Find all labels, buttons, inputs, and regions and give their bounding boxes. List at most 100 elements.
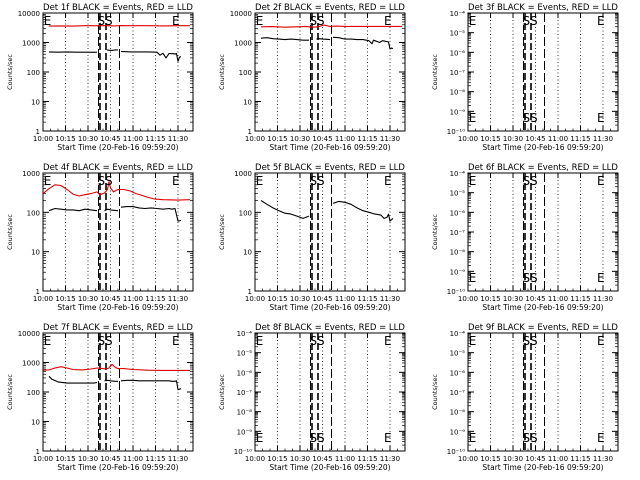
y-axis-label: Counts/sec xyxy=(431,54,439,90)
y-tick-label: 10⁻⁸ xyxy=(450,409,466,417)
series-lld-line xyxy=(260,24,402,28)
x-tick-label: 10:15 xyxy=(480,135,500,143)
series-lld-line xyxy=(42,181,191,201)
y-tick-label: 10⁻⁶ xyxy=(450,209,466,217)
x-tick-label: 11:30 xyxy=(593,135,613,143)
x-tick-label: 11:00 xyxy=(548,135,568,143)
marker-s: S xyxy=(317,174,325,188)
series-events-line xyxy=(332,36,394,50)
marker-e-bottom: E xyxy=(469,111,477,125)
x-tick-label: 10:00 xyxy=(33,135,53,143)
y-tick-label: 100 xyxy=(239,209,252,217)
marker-e: E xyxy=(469,334,477,348)
x-tick-label: 10:15 xyxy=(55,295,75,303)
y-tick-label: 10⁻⁴ xyxy=(450,330,466,338)
marker-e-bottom: E xyxy=(384,431,392,445)
chart-title: Det 3f BLACK = Events, RED = LLD xyxy=(468,3,618,13)
y-axis-label: Counts/sec xyxy=(431,214,439,250)
y-tick-label: 10⁻⁹ xyxy=(237,428,253,436)
x-tick-label: 11:15 xyxy=(145,295,165,303)
marker-s-bottom: S xyxy=(523,271,531,285)
x-tick-label: 10:30 xyxy=(290,135,310,143)
y-tick-label: 10⁻⁷ xyxy=(237,389,253,397)
x-tick-label: 10:15 xyxy=(55,135,75,143)
marker-e: E xyxy=(44,14,52,28)
x-tick-label: 10:15 xyxy=(480,295,500,303)
x-tick-label: 10:45 xyxy=(525,295,545,303)
y-tick-label: 1000 xyxy=(234,170,252,178)
x-tick-label: 11:00 xyxy=(123,135,143,143)
x-tick-label: 10:00 xyxy=(458,455,478,463)
y-tick-label: 10⁻⁸ xyxy=(450,89,466,97)
x-tick-label: 11:00 xyxy=(335,135,355,143)
y-tick-label: 10⁻¹⁰ xyxy=(447,448,465,456)
x-tick-label: 11:15 xyxy=(145,455,165,463)
marker-s: S xyxy=(523,174,531,188)
y-axis-label: Counts/sec xyxy=(431,374,439,410)
chart-title: Det 2f BLACK = Events, RED = LLD xyxy=(255,3,405,13)
y-tick-label: 10⁻⁵ xyxy=(237,350,253,358)
marker-e: E xyxy=(44,334,52,348)
series-events-line xyxy=(106,49,118,51)
y-tick-label: 10⁻⁵ xyxy=(450,30,466,38)
x-tick-label: 11:30 xyxy=(593,295,613,303)
marker-e: E xyxy=(597,334,605,348)
marker-e: E xyxy=(256,174,264,188)
marker-e: E xyxy=(172,14,180,28)
x-tick-label: 10:00 xyxy=(245,295,265,303)
chart-panel-2: Det 2f BLACK = Events, RED = LLD 1 10 100 10… xyxy=(218,3,406,152)
y-tick-label: 100 xyxy=(239,69,252,77)
y-tick-label: 10⁻⁷ xyxy=(450,389,466,397)
y-tick-label: 1000 xyxy=(22,40,40,48)
marker-e: E xyxy=(384,14,392,28)
chart-title: Det 1f BLACK = Events, RED = LLD xyxy=(43,3,193,13)
marker-s-bottom: S xyxy=(317,431,325,445)
x-axis-label: Start Time (20-Feb-16 09:59:20) xyxy=(482,303,603,312)
series-events-line xyxy=(120,206,182,222)
marker-s-bottom: S xyxy=(523,431,531,445)
x-tick-label: 10:00 xyxy=(33,295,53,303)
x-axis-label: Start Time (20-Feb-16 09:59:20) xyxy=(269,303,390,312)
x-tick-label: 10:45 xyxy=(100,135,120,143)
y-tick-label: 10 xyxy=(243,249,252,257)
y-tick-label: 10⁻¹⁰ xyxy=(447,128,465,136)
x-tick-label: 11:15 xyxy=(357,135,377,143)
y-tick-label: 100 xyxy=(27,209,40,217)
y-tick-label: 10 xyxy=(31,249,40,257)
chart-panel-7: Det 7f BLACK = Events, RED = LLD 1 10 100 10… xyxy=(6,323,194,472)
x-tick-label: 11:00 xyxy=(335,295,355,303)
y-tick-label: 1 xyxy=(36,128,40,136)
x-tick-label: 10:30 xyxy=(290,455,310,463)
x-tick-label: 11:15 xyxy=(357,455,377,463)
y-tick-label: 10000 xyxy=(18,10,40,18)
y-tick-label: 1 xyxy=(248,128,252,136)
marker-e: E xyxy=(256,14,264,28)
y-tick-label: 10⁻¹⁰ xyxy=(234,448,252,456)
x-tick-label: 11:00 xyxy=(123,295,143,303)
x-axis-label: Start Time (20-Feb-16 09:59:20) xyxy=(57,303,178,312)
y-tick-label: 10000 xyxy=(230,10,252,18)
x-tick-label: 10:30 xyxy=(503,295,523,303)
marker-e: E xyxy=(172,334,180,348)
chart-title: Det 7f BLACK = Events, RED = LLD xyxy=(43,323,193,333)
series-events-line xyxy=(104,379,118,382)
chart-title: Det 5f BLACK = Events, RED = LLD xyxy=(255,163,405,173)
marker-s: S xyxy=(530,14,538,28)
x-tick-label: 10:45 xyxy=(100,455,120,463)
marker-s-bottom: S xyxy=(530,111,538,125)
x-tick-label: 10:45 xyxy=(100,295,120,303)
x-tick-label: 10:45 xyxy=(312,135,332,143)
y-tick-label: 10⁻⁴ xyxy=(450,170,466,178)
marker-s: S xyxy=(317,14,325,28)
x-tick-label: 11:30 xyxy=(593,455,613,463)
chart-title: Det 6f BLACK = Events, RED = LLD xyxy=(468,163,618,173)
marker-e: E xyxy=(469,174,477,188)
marker-s: S xyxy=(317,334,325,348)
x-tick-label: 10:45 xyxy=(525,135,545,143)
y-tick-label: 10 xyxy=(31,419,40,427)
x-axis-label: Start Time (20-Feb-16 09:59:20) xyxy=(269,463,390,472)
marker-s: S xyxy=(530,174,538,188)
marker-s: S xyxy=(530,334,538,348)
y-axis-label: Counts/sec xyxy=(6,54,14,90)
y-tick-label: 10⁻⁷ xyxy=(450,229,466,237)
